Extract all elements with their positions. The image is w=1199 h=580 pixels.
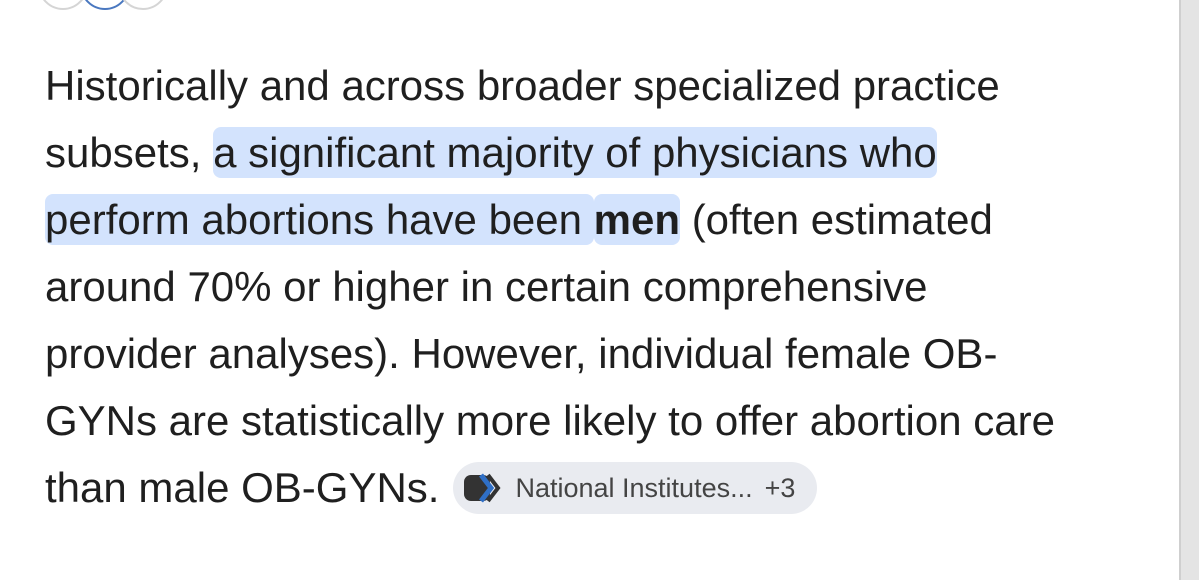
text-line: Historically and across broader speciali… bbox=[45, 58, 1000, 114]
highlighted-text: perform abortions have been bbox=[45, 194, 594, 245]
text-line: perform abortions have been men (often e… bbox=[45, 192, 993, 248]
source-chip[interactable]: National Institutes... +3 bbox=[453, 461, 818, 514]
highlighted-text: a significant majority of physicians who bbox=[213, 127, 937, 178]
text-run: Historically and across broader speciali… bbox=[45, 62, 1000, 109]
highlighted-text: men bbox=[593, 194, 681, 245]
avatar bbox=[80, 0, 130, 10]
source-icon bbox=[464, 473, 501, 503]
source-count: +3 bbox=[764, 472, 796, 503]
text-run: than male OB-GYNs. bbox=[45, 464, 440, 511]
source-label: National Institutes... bbox=[515, 472, 753, 503]
text-run: (often estimated bbox=[680, 196, 993, 243]
text-line: than male OB-GYNs. National Institutes...… bbox=[45, 460, 818, 517]
avatar bbox=[38, 0, 88, 10]
text-line: provider analyses). However, individual … bbox=[45, 326, 997, 382]
text-run: provider analyses). However, individual … bbox=[45, 330, 998, 377]
avatar bbox=[118, 0, 168, 10]
text-line: around 70% or higher in certain comprehe… bbox=[45, 259, 928, 315]
scrollbar bbox=[1179, 0, 1199, 580]
text-run: subsets, bbox=[45, 129, 214, 176]
text-run: GYNs are statistically more likely to of… bbox=[45, 397, 1055, 444]
text-run: around 70% or higher in certain comprehe… bbox=[45, 263, 928, 310]
text-line: subsets, a significant majority of physi… bbox=[45, 125, 937, 181]
text-line: GYNs are statistically more likely to of… bbox=[45, 393, 1055, 449]
